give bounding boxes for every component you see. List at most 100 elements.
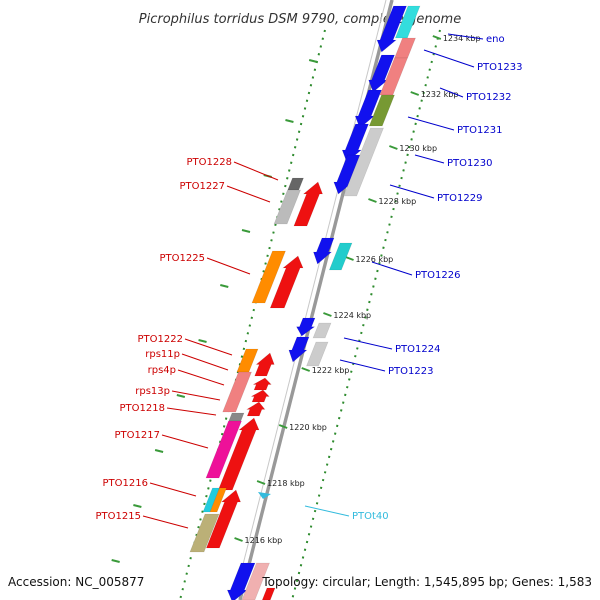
- label-forward: PTO1216: [103, 478, 148, 489]
- kbp-label: 1216 kbp: [245, 536, 283, 545]
- scale-tick: [220, 284, 229, 288]
- label-reverse: PTO1230: [447, 158, 492, 169]
- label-forward-leader: [233, 161, 279, 181]
- label-forward-leader: [206, 257, 251, 275]
- gene-block: [312, 322, 332, 339]
- gene-reverse: [354, 89, 382, 129]
- gene-reverse: [296, 317, 316, 337]
- gene-block: [209, 487, 227, 513]
- label-forward-leader: [226, 185, 271, 203]
- label-forward: PTO1218: [120, 403, 165, 414]
- gene-reverse: [313, 237, 335, 265]
- gene-block: [306, 341, 329, 367]
- scale-tick: [176, 394, 186, 398]
- gene-block: [236, 348, 259, 373]
- label-forward-leader: [149, 482, 197, 497]
- gene-forward: [245, 401, 266, 417]
- accession-text: Accession: NC_005877: [8, 575, 144, 589]
- gene-block: [222, 371, 252, 413]
- scale-tick: [234, 537, 243, 542]
- kbp-label: 1228 kbp: [378, 197, 416, 206]
- guide-rail-left: [179, 29, 326, 600]
- scale-tick: [278, 424, 288, 429]
- label-forward-leader: [177, 369, 225, 386]
- label-forward: PTO1227: [180, 181, 225, 192]
- label-forward-leader: [171, 390, 221, 401]
- label-forward: rps4p: [148, 365, 176, 376]
- scale-tick: [154, 449, 164, 453]
- topology-info: Topology: circular; Length: 1,545,895 bp…: [261, 575, 592, 589]
- kbp-label: 1226 kbp: [356, 255, 394, 264]
- gene-block: [205, 420, 242, 479]
- gene-forward: [269, 255, 304, 309]
- kbp-label: 1234 kbp: [443, 34, 481, 43]
- kbp-label: 1224 kbp: [333, 311, 371, 320]
- scale-tick: [345, 256, 354, 261]
- gene-block: [287, 177, 304, 191]
- gene-track: [189, 5, 421, 600]
- label-reverse: PTO1229: [437, 193, 482, 204]
- gene-forward: [293, 181, 323, 227]
- label-forward: PTO1217: [115, 430, 160, 441]
- label-reverse-leader: [407, 116, 455, 131]
- scale-tick: [368, 198, 377, 203]
- label-reverse: eno: [486, 34, 505, 45]
- trna-marker: [258, 492, 271, 499]
- gene-block: [343, 127, 384, 197]
- gene-block: [328, 242, 353, 271]
- label-reverse: PTO1226: [415, 270, 460, 281]
- label-reverse: PTO1231: [457, 125, 502, 136]
- label-forward-leader: [181, 353, 229, 371]
- label-forward: PTO1215: [96, 511, 141, 522]
- gene-block: [394, 37, 416, 59]
- scale-tick: [432, 35, 442, 40]
- kbp-label: 1218 kbp: [267, 479, 305, 488]
- genome-axis: [179, 0, 441, 600]
- label-forward: rps13p: [135, 386, 170, 397]
- gene-reverse: [376, 5, 407, 53]
- gene-reverse: [288, 336, 310, 363]
- label-forward: PTO1222: [138, 334, 183, 345]
- kbp-label: 1230 kbp: [399, 144, 437, 153]
- gene-block: [273, 189, 301, 225]
- gene-block: [251, 250, 286, 304]
- scale-tick: [389, 145, 398, 150]
- label-forward-leader: [142, 515, 189, 529]
- label-forward: PTO1228: [187, 157, 232, 168]
- label-reverse: PTO1224: [395, 344, 440, 355]
- label-reverse-leader: [389, 184, 435, 199]
- gene-forward: [205, 489, 241, 549]
- gene-reverse: [226, 562, 256, 600]
- label-reverse: PTO1233: [477, 62, 522, 73]
- scale-tick: [111, 559, 120, 563]
- label-forward-leader: [166, 407, 217, 416]
- label-reverse: PTO1223: [388, 366, 433, 377]
- gene-block: [228, 412, 245, 422]
- gene-block: [368, 94, 395, 127]
- scale-tick: [285, 119, 294, 123]
- label-reverse-leader: [371, 261, 413, 276]
- label-reverse-leader: [439, 87, 464, 98]
- label-rna-leader: [304, 505, 350, 517]
- label-forward-leader: [161, 434, 209, 449]
- backbone-shadow: [233, 0, 387, 600]
- gene-reverse: [368, 54, 395, 93]
- scale-tick: [410, 91, 420, 96]
- scale-tick: [241, 229, 251, 233]
- gene-forward: [251, 389, 270, 403]
- scale-tick: [301, 367, 311, 372]
- label-reverse-leader: [423, 49, 475, 68]
- label-forward: PTO1225: [160, 253, 205, 264]
- scale-tick: [198, 339, 207, 343]
- kbp-label: 1222 kbp: [312, 366, 350, 375]
- label-reverse-leader: [343, 337, 393, 350]
- gene-block: [261, 587, 276, 600]
- kbp-label: 1220 kbp: [289, 423, 327, 432]
- label-forward-leader: [184, 338, 233, 356]
- label-reverse-leader: [447, 33, 484, 40]
- scale-tick: [256, 480, 266, 485]
- gene-forward: [253, 377, 272, 391]
- gene-forward: [254, 352, 275, 377]
- gene-block: [189, 513, 220, 553]
